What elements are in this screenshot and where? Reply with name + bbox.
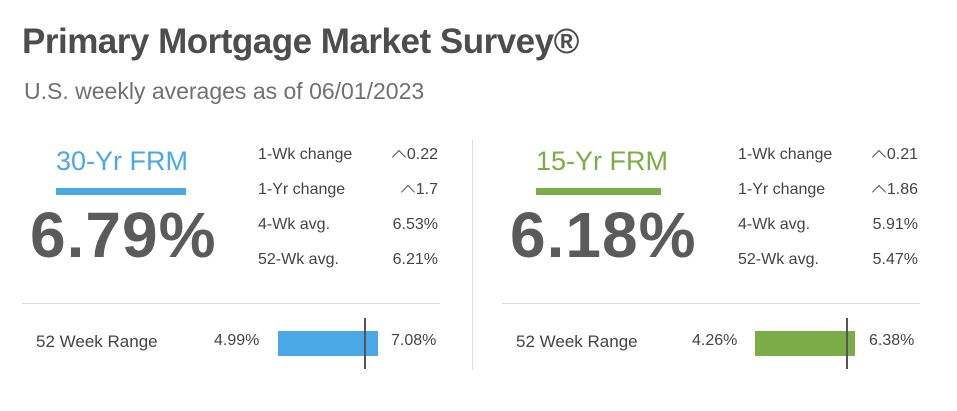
range-bar-30yr <box>278 318 378 369</box>
caret-up-icon <box>391 149 406 165</box>
caret-up-icon <box>871 184 886 200</box>
stat-value: 1.86 <box>871 181 918 200</box>
stat-label: 1-Yr change <box>738 181 826 198</box>
stat-value: 1.7 <box>400 181 438 200</box>
rate-label-15yr: 15-Yr FRM <box>536 146 669 176</box>
stat-value: 5.91% <box>872 216 918 233</box>
stat-value: 0.21 <box>871 146 918 165</box>
stat-value: 5.47% <box>872 251 918 268</box>
stat-row-4wk-avg: 4-Wk avg. 5.91% <box>738 216 918 251</box>
range-label: 52 Week Range <box>36 332 158 351</box>
stat-label: 52-Wk avg. <box>258 251 339 268</box>
stat-label: 1-Wk change <box>258 146 353 163</box>
stat-value: 0.22 <box>391 146 438 165</box>
stat-value-text: 1.7 <box>415 181 438 198</box>
stat-row-52wk-avg: 52-Wk avg. 6.21% <box>258 251 438 286</box>
range-min: 4.26% <box>692 332 738 349</box>
range-label: 52 Week Range <box>516 332 638 351</box>
stat-label: 1-Yr change <box>258 181 346 198</box>
rate-label-30yr: 30-Yr FRM <box>56 146 189 176</box>
divider <box>22 303 440 304</box>
stat-row-52wk-avg: 52-Wk avg. 5.47% <box>738 251 918 286</box>
stats-15yr: 1-Wk change 0.21 1-Yr change 1.86 4-Wk a… <box>738 146 918 286</box>
page-subtitle: U.S. weekly averages as of 06/01/2023 <box>24 78 425 104</box>
stats-30yr: 1-Wk change 0.22 1-Yr change 1.7 4-Wk av… <box>258 146 438 286</box>
range-max: 7.08% <box>391 332 437 349</box>
stat-value-text: 0.21 <box>886 146 918 163</box>
rate-underline-15yr <box>536 188 661 195</box>
caret-up-icon <box>871 149 886 165</box>
range-min: 4.99% <box>214 332 260 349</box>
panel-15yr-frm: 15-Yr FRM 6.18% 1-Wk change 0.21 1-Yr ch… <box>502 0 922 411</box>
stat-value: 6.53% <box>392 216 438 233</box>
stat-value-text: 1.86 <box>886 181 918 198</box>
stat-value: 6.21% <box>392 251 438 268</box>
panel-divider <box>472 140 473 370</box>
stat-value-text: 0.22 <box>406 146 438 163</box>
range-bar-15yr <box>755 318 855 369</box>
current-rate-marker <box>846 318 848 369</box>
rate-value-15yr: 6.18% <box>510 199 697 271</box>
stat-label: 4-Wk avg. <box>258 216 331 233</box>
divider <box>502 303 920 304</box>
range-fill <box>755 331 855 356</box>
page-title: Primary Mortgage Market Survey® <box>22 22 579 61</box>
stat-label: 4-Wk avg. <box>738 216 811 233</box>
stat-label: 52-Wk avg. <box>738 251 819 268</box>
panel-30yr-frm: 30-Yr FRM 6.79% 1-Wk change 0.22 1-Yr ch… <box>22 0 442 411</box>
stat-row-yr-change: 1-Yr change 1.7 <box>258 181 438 216</box>
rate-underline-30yr <box>56 188 186 195</box>
stat-label: 1-Wk change <box>738 146 833 163</box>
caret-up-icon <box>400 184 415 200</box>
range-fill <box>278 331 378 356</box>
rate-value-30yr: 6.79% <box>30 199 217 271</box>
range-max: 6.38% <box>869 332 915 349</box>
stat-row-4wk-avg: 4-Wk avg. 6.53% <box>258 216 438 251</box>
current-rate-marker <box>364 318 366 369</box>
stat-row-wk-change: 1-Wk change 0.21 <box>738 146 918 181</box>
stat-row-yr-change: 1-Yr change 1.86 <box>738 181 918 216</box>
stat-row-wk-change: 1-Wk change 0.22 <box>258 146 438 181</box>
